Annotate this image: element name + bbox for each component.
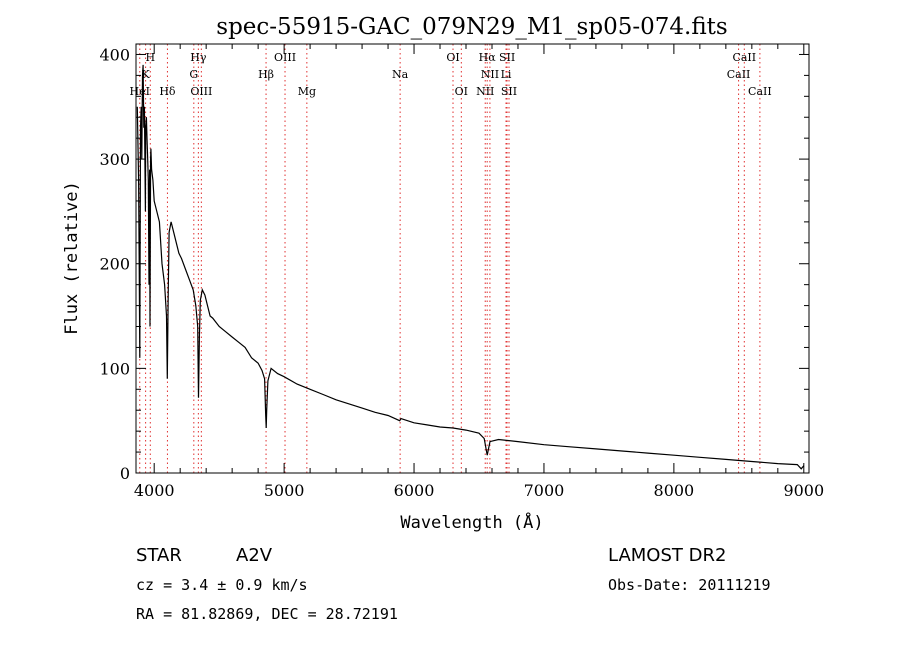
spectral-line-label-12: OI xyxy=(455,85,468,98)
spectral-line-label-1: K xyxy=(142,68,151,81)
spectral-line-label-16: Li xyxy=(501,68,512,81)
plot-frame xyxy=(135,43,810,474)
spectral-line-label-7: OIII xyxy=(274,51,296,64)
spectral-line-label-18: SII xyxy=(501,85,517,98)
obs-date: Obs-Date: 20111219 xyxy=(608,576,771,594)
spectral-line-label-19: CaII xyxy=(732,51,756,64)
coordinates: RA = 81.82869, DEC = 28.72191 xyxy=(136,605,398,623)
spectral-line-label-9: Mg xyxy=(298,85,316,98)
spectral-line-label-4: Hγ xyxy=(190,51,207,64)
y-tick-label: 300 xyxy=(99,150,130,169)
x-tick-label: 5000 xyxy=(264,481,305,500)
x-tick-label: 4000 xyxy=(134,481,175,500)
x-tick-label: 8000 xyxy=(654,481,695,500)
y-tick-labels: 0 100 200 300 400 xyxy=(99,45,130,483)
spectral-line-label-14: SII xyxy=(499,51,515,64)
x-tick-label: 7000 xyxy=(524,481,565,500)
y-tick-label: 100 xyxy=(99,359,130,378)
chart-title: spec-55915-GAC_079N29_M1_sp05-074.fits xyxy=(216,14,727,40)
x-tick-label: 6000 xyxy=(394,481,435,500)
x-tick-labels: 4000 5000 6000 7000 8000 9000 xyxy=(134,481,824,500)
spectral-line-label-3: Hδ xyxy=(159,85,176,98)
object-type: STAR xyxy=(136,545,182,566)
spectral-line-label-13: Hα xyxy=(479,51,497,64)
survey-name: LAMOST DR2 xyxy=(608,545,726,566)
axis-ticks xyxy=(136,44,809,474)
spectral-line-label-15: NII xyxy=(481,68,499,81)
spectral-line-label-21: CaII xyxy=(748,85,772,98)
spectral-line-label-17: NII xyxy=(476,85,494,98)
spectral-line-label-0: H xyxy=(145,51,155,64)
y-tick-label: 400 xyxy=(99,45,130,64)
redshift-line: cz = 3.4 ± 0.9 km/s xyxy=(136,576,308,594)
spectral-line-label-10: Na xyxy=(392,68,409,81)
y-tick-label: 200 xyxy=(99,255,130,274)
spectral-line-label-8: Hβ xyxy=(258,68,274,81)
spectral-line-label-6: OIII xyxy=(190,85,212,98)
spectral-line-label-20: CaII xyxy=(727,68,751,81)
x-axis-label: Wavelength (Å) xyxy=(400,511,543,533)
spectral-line-label-5: G xyxy=(189,68,198,81)
spectral-line-label-2: HeI xyxy=(130,85,150,98)
y-axis-label: Flux (relative) xyxy=(62,181,82,335)
spectral-line-markers xyxy=(139,44,761,473)
subclass: A2V xyxy=(236,545,273,566)
x-tick-label: 9000 xyxy=(783,481,824,500)
spectrum-line xyxy=(136,64,805,470)
y-tick-label: 0 xyxy=(120,464,130,483)
spectral-line-label-11: OI xyxy=(446,51,459,64)
